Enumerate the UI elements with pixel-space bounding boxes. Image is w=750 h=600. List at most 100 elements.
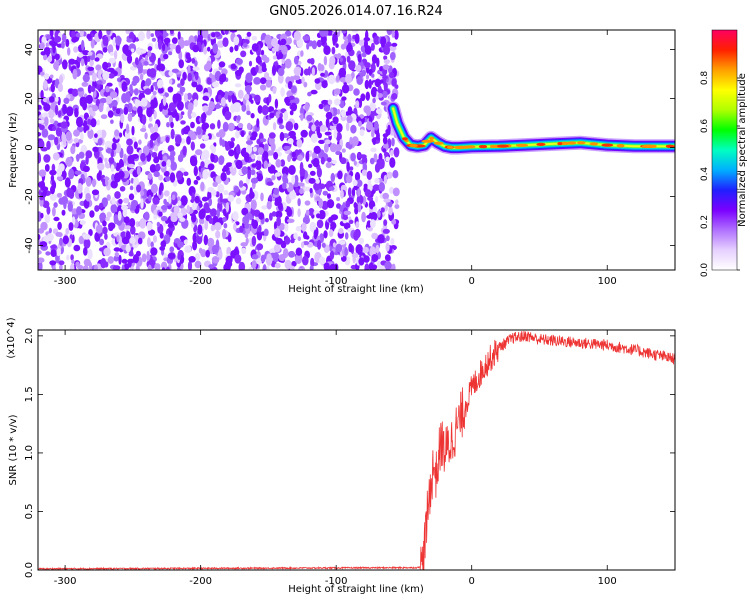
noise-blob [272,122,277,131]
noise-blob [274,172,282,177]
noise-blob [137,112,143,118]
noise-blob [325,162,332,169]
noise-blob [124,225,131,230]
noise-blob [276,216,281,227]
noise-blob [87,248,93,260]
noise-blob [349,166,354,171]
noise-blob [364,39,368,49]
signal-hotspot [447,145,453,149]
noise-blob [178,59,184,69]
noise-blob [179,217,186,222]
noise-blob [116,234,120,243]
noise-blob [346,257,350,263]
noise-blob [78,138,83,144]
noise-blob [160,240,167,248]
noise-blob [389,71,395,79]
noise-blob [279,131,285,142]
noise-blob [52,206,56,217]
noise-blob [328,186,335,191]
noise-blob [307,66,311,76]
noise-blob [99,212,107,222]
spectrogram-x-label: Height of straight line (km) [288,284,424,295]
noise-blob [251,35,258,41]
noise-blob [356,76,364,85]
x-tick-label: -200 [189,276,212,287]
noise-blob [150,183,158,194]
noise-blob [117,210,122,221]
noise-blob [368,262,374,270]
noise-blob [56,175,64,181]
noise-blob [86,55,91,63]
noise-blob [62,136,67,146]
noise-blob [209,144,215,151]
noise-blob [159,102,163,112]
noise-blob [370,42,375,51]
noise-blob [390,149,394,156]
noise-blob [241,149,246,156]
noise-blob [294,253,303,264]
noise-blob [202,105,209,112]
noise-blob [94,133,98,139]
noise-blob [169,246,175,253]
noise-blob [144,211,150,221]
noise-blob [267,106,275,113]
noise-blob [330,172,336,182]
noise-blob [158,39,162,50]
noise-blob [271,175,276,181]
noise-blob [165,136,170,144]
noise-blob [377,234,385,244]
noise-blob [163,53,169,60]
noise-blob [389,52,396,61]
noise-blob [221,139,225,148]
noise-blob [310,257,315,268]
noise-blob [278,117,283,124]
noise-blob [338,228,344,234]
noise-blob [377,85,382,94]
noise-blob [44,164,50,172]
noise-blob [261,66,267,73]
noise-blob [250,113,255,119]
noise-blob [332,242,336,248]
noise-blob [106,147,112,154]
noise-blob [136,165,141,176]
x-tick-label: -300 [54,276,77,287]
noise-blob [283,111,289,122]
noise-blob [360,93,366,102]
noise-blob [169,172,176,183]
noise-blob [41,128,49,138]
noise-blob [108,157,115,164]
noise-blob [104,233,108,240]
noise-blob [239,225,244,233]
noise-blob [46,233,54,242]
noise-blob [54,136,59,146]
noise-blob [308,163,313,168]
noise-blob [256,118,260,128]
noise-blob [142,145,150,156]
noise-blob [205,249,210,258]
noise-blob [115,108,121,115]
noise-blob [154,263,161,270]
noise-blob [314,78,321,84]
noise-blob [260,192,264,202]
noise-blob [281,166,289,176]
noise-blob [47,55,53,63]
noise-blob [364,189,372,198]
noise-blob [301,222,307,232]
noise-blob [321,80,328,89]
noise-blob [250,99,254,104]
noise-blob [139,73,144,81]
noise-blob [312,157,320,168]
noise-blob [284,30,292,37]
noise-blob [61,33,67,43]
noise-blob [196,126,202,136]
signal-hotspot [453,145,468,149]
noise-blob [147,172,153,180]
noise-blob [387,201,393,208]
noise-blob [107,110,114,118]
noise-blob [251,260,257,269]
noise-blob [354,171,361,182]
noise-blob [386,30,393,36]
noise-blob [110,180,118,189]
noise-blob [348,60,356,71]
noise-blob [134,98,139,108]
